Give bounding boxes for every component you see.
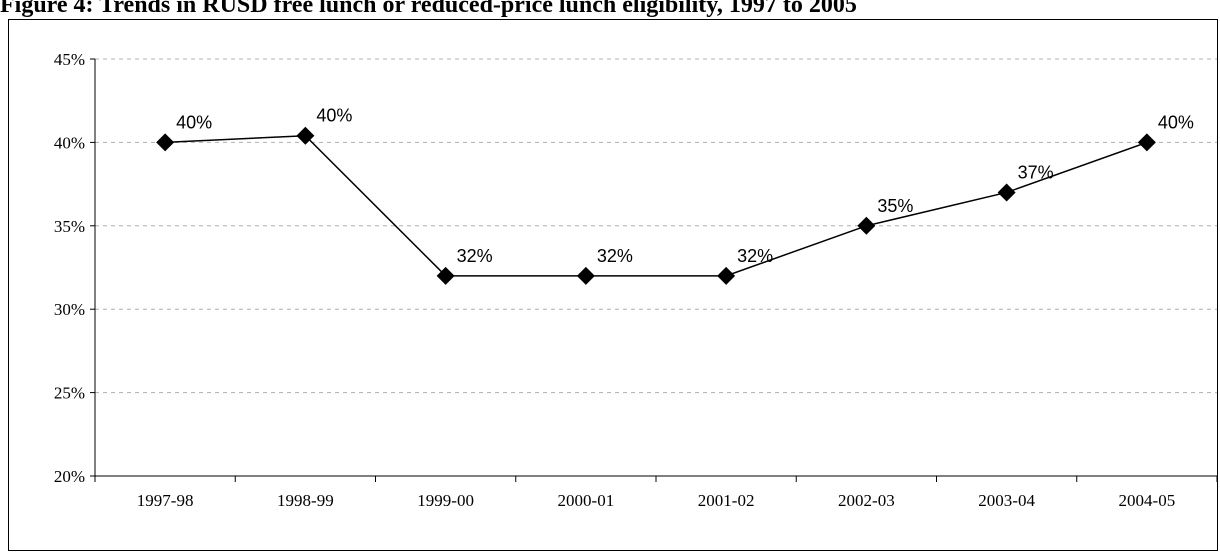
x-tick-label-1: 1998-99	[277, 491, 334, 510]
data-point-1	[296, 126, 315, 145]
x-tick-label-7: 2004-05	[1119, 491, 1176, 510]
y-tick-label-4: 40%	[54, 133, 85, 152]
data-label-4: 32%	[737, 246, 773, 266]
data-label-7: 40%	[1158, 112, 1194, 132]
x-tick-label-3: 2000-01	[558, 491, 615, 510]
x-tick-label-2: 1999-00	[417, 491, 474, 510]
x-tick-label-6: 2003-04	[978, 491, 1035, 510]
y-tick-label-2: 30%	[54, 300, 85, 319]
data-point-7	[1137, 133, 1156, 152]
data-point-3	[576, 266, 595, 285]
series-line	[165, 134, 1148, 277]
y-tick-label-1: 25%	[54, 384, 85, 403]
data-label-1: 40%	[316, 106, 352, 126]
data-label-3: 32%	[597, 246, 633, 266]
y-tick-label-5: 45%	[54, 50, 85, 69]
y-tick-label-0: 20%	[54, 467, 85, 486]
data-point-2	[436, 266, 455, 285]
data-point-4	[717, 266, 736, 285]
data-label-2: 32%	[457, 246, 493, 266]
data-point-6	[997, 183, 1016, 202]
data-point-0	[156, 133, 175, 152]
gridlines	[95, 58, 1217, 394]
data-labels: 40% 40% 32% 32% 32% 35% 37% 40%	[176, 106, 1194, 266]
y-tick-label-3: 35%	[54, 217, 85, 236]
data-point-5	[857, 216, 876, 235]
x-tick-label-4: 2001-02	[698, 491, 755, 510]
chart-frame	[8, 19, 1218, 551]
data-label-5: 35%	[877, 196, 913, 216]
axes	[90, 58, 1218, 482]
series-1	[156, 126, 1156, 285]
x-tick-label-0: 1997-98	[137, 491, 194, 510]
tick-labels: 20% 25% 30% 35% 40% 45% 1997-98 1998-99 1999-00 2…	[54, 50, 1175, 510]
data-label-0: 40%	[176, 112, 212, 132]
chart-title: Figure 4: Trends in RUSD free lunch or r…	[0, 0, 857, 18]
data-label-6: 37%	[1018, 162, 1054, 182]
x-tick-label-5: 2002-03	[838, 491, 895, 510]
